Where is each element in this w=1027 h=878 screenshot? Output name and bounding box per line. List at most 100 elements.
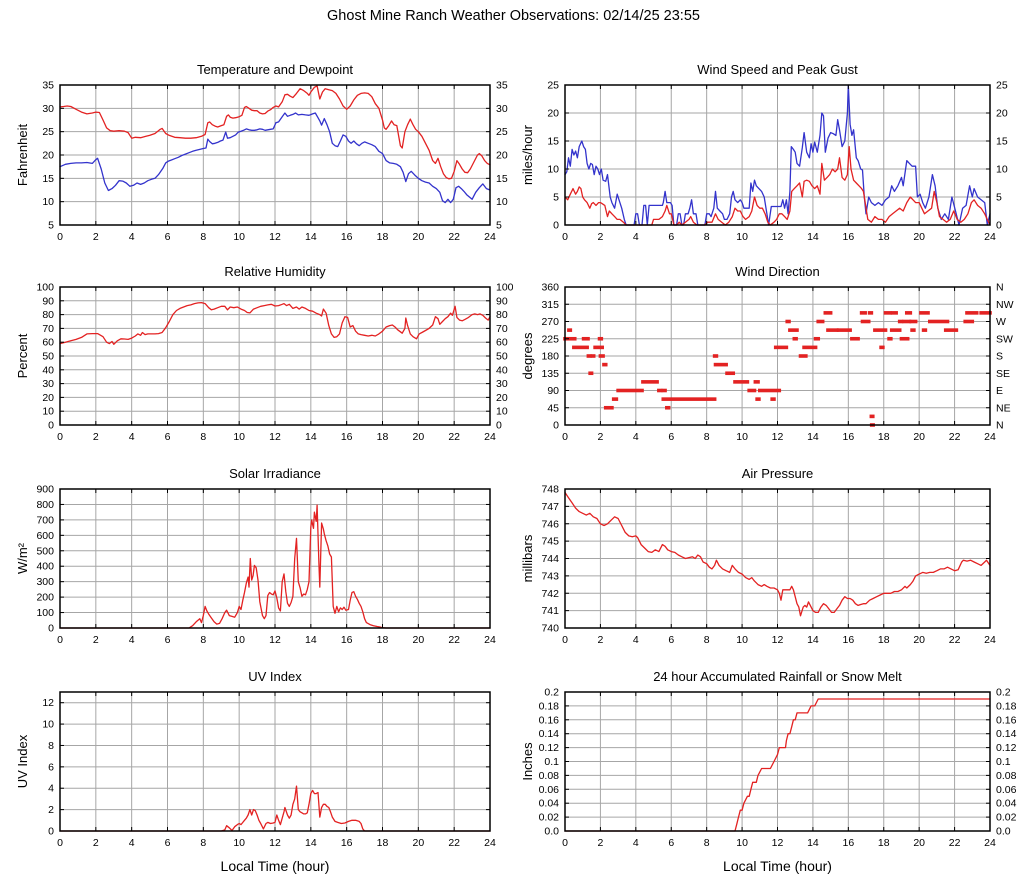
y-right-tick-label: NE xyxy=(996,402,1011,414)
plot-border xyxy=(564,488,991,629)
x-tick-label: 24 xyxy=(484,634,496,646)
x-tick-label: 22 xyxy=(448,634,460,646)
scatter-marker-wind-direction xyxy=(661,397,717,401)
x-tick-label: 8 xyxy=(704,634,710,646)
chart-title: Relative Humidity xyxy=(224,264,326,279)
scatter-marker-wind-direction xyxy=(890,311,898,315)
scatter-marker-wind-direction xyxy=(602,362,608,367)
y-right-tick-label: 40 xyxy=(496,364,508,376)
x-tick-label: 12 xyxy=(269,231,281,243)
x-tick-label: 12 xyxy=(269,431,281,443)
y-tick-label: 270 xyxy=(541,316,559,328)
y-tick-label: 10 xyxy=(547,164,559,176)
scatter-marker-wind-direction xyxy=(965,311,979,315)
x-tick-label: 8 xyxy=(704,431,710,443)
x-tick-label: 22 xyxy=(448,837,460,849)
plot-border xyxy=(564,691,991,832)
y-tick-label: 80 xyxy=(42,309,54,321)
scatter-marker-wind-direction xyxy=(904,311,913,315)
x-tick-label: 6 xyxy=(668,837,674,849)
x-tick-label: 16 xyxy=(341,837,353,849)
x-tick-label: 12 xyxy=(269,634,281,646)
chart-title: UV Index xyxy=(248,669,302,684)
x-tick-label: 16 xyxy=(341,231,353,243)
x-tick-label: 20 xyxy=(412,231,424,243)
y-tick-label: 744 xyxy=(541,553,559,565)
y-axis-label: degrees xyxy=(520,332,535,379)
scatter-marker-wind-direction xyxy=(747,388,757,393)
y-right-tick-label: NW xyxy=(996,299,1014,311)
x-tick-label: 8 xyxy=(200,837,206,849)
x-tick-label: 20 xyxy=(913,634,925,646)
y-tick-label: 0 xyxy=(48,623,54,635)
x-tick-label: 8 xyxy=(200,431,206,443)
y-right-tick-label: 90 xyxy=(496,295,508,307)
y-right-tick-label: SE xyxy=(996,368,1010,380)
y-tick-label: 0 xyxy=(48,826,54,838)
x-tick-label: 16 xyxy=(842,431,854,443)
scatter-marker-wind-direction xyxy=(581,336,590,341)
y-tick-label: 600 xyxy=(36,530,54,542)
y-tick-label: 20 xyxy=(547,108,559,120)
x-tick-label: 22 xyxy=(949,634,961,646)
chart-title: Wind Direction xyxy=(735,264,820,279)
y-tick-label: 10 xyxy=(42,406,54,418)
x-tick-label: 20 xyxy=(913,431,925,443)
x-tick-label: 18 xyxy=(377,231,389,243)
chart-canvas: 0 2 4 6 8 10 12 14 16 18 20 22 240.0 0.00.02 0.020.04 0… xyxy=(520,669,1017,874)
x-tick-label: 4 xyxy=(129,837,135,849)
y-right-tick-label: 0.16 xyxy=(996,714,1017,726)
scatter-marker-wind-direction xyxy=(598,354,605,358)
x-tick-label: 14 xyxy=(305,634,317,646)
x-tick-label: 4 xyxy=(129,431,135,443)
y-axis-label: millibars xyxy=(520,534,535,582)
scatter-marker-wind-direction xyxy=(867,311,874,315)
x-tick-label: 6 xyxy=(668,634,674,646)
y-right-tick-label: 0.1 xyxy=(996,756,1011,768)
scatter-marker-wind-direction xyxy=(798,354,808,358)
scatter-marker-wind-direction xyxy=(816,319,825,324)
series-line-wind-speed xyxy=(564,145,991,226)
x-tick-label: 6 xyxy=(668,231,674,243)
x-tick-label: 16 xyxy=(341,431,353,443)
y-tick-label: 0 xyxy=(553,220,559,232)
x-tick-label: 20 xyxy=(913,837,925,849)
y-right-tick-label: 0.0 xyxy=(996,826,1011,838)
x-tick-label: 18 xyxy=(377,634,389,646)
y-tick-label: 45 xyxy=(547,402,559,414)
x-tick-label: 14 xyxy=(807,634,819,646)
y-tick-label: 15 xyxy=(42,173,54,185)
x-tick-label: 24 xyxy=(484,431,496,443)
y-tick-label: 200 xyxy=(36,592,54,604)
chart-relative-humidity: 0 2 4 6 8 10 12 14 16 18 20 22 24 0 0 10 10 20 20 30 30 40 40 5… xyxy=(0,250,514,452)
scatter-marker-wind-direction xyxy=(859,311,867,315)
scatter-marker-wind-direction xyxy=(919,311,930,315)
x-tick-label: 10 xyxy=(233,634,245,646)
x-tick-label: 18 xyxy=(377,837,389,849)
y-tick-label: 5 xyxy=(553,192,559,204)
y-tick-label: 10 xyxy=(42,719,54,731)
scatter-marker-wind-direction xyxy=(588,371,594,376)
y-right-tick-label: 20 xyxy=(496,150,508,162)
y-right-tick-label: 50 xyxy=(496,351,508,363)
y-tick-label: 0.14 xyxy=(539,728,560,740)
y-tick-label: 2 xyxy=(48,804,54,816)
scatter-marker-wind-direction xyxy=(733,380,750,384)
y-tick-label: 20 xyxy=(42,150,54,162)
scatter-marker-wind-direction xyxy=(773,345,789,350)
y-tick-label: 5 xyxy=(48,220,54,232)
scatter-marker-wind-direction xyxy=(802,345,818,350)
scatter-marker-wind-direction xyxy=(611,397,619,401)
y-tick-label: 315 xyxy=(541,299,559,311)
x-tick-label: 0 xyxy=(562,231,568,243)
chart-title: 24 hour Accumulated Rainfall or Snow Mel… xyxy=(653,669,902,684)
y-axis-label: Percent xyxy=(15,333,30,378)
y-tick-label: 800 xyxy=(36,499,54,511)
y-tick-label: 0.0 xyxy=(544,826,559,838)
x-tick-label: 0 xyxy=(562,431,568,443)
scatter-marker-wind-direction xyxy=(921,328,928,332)
